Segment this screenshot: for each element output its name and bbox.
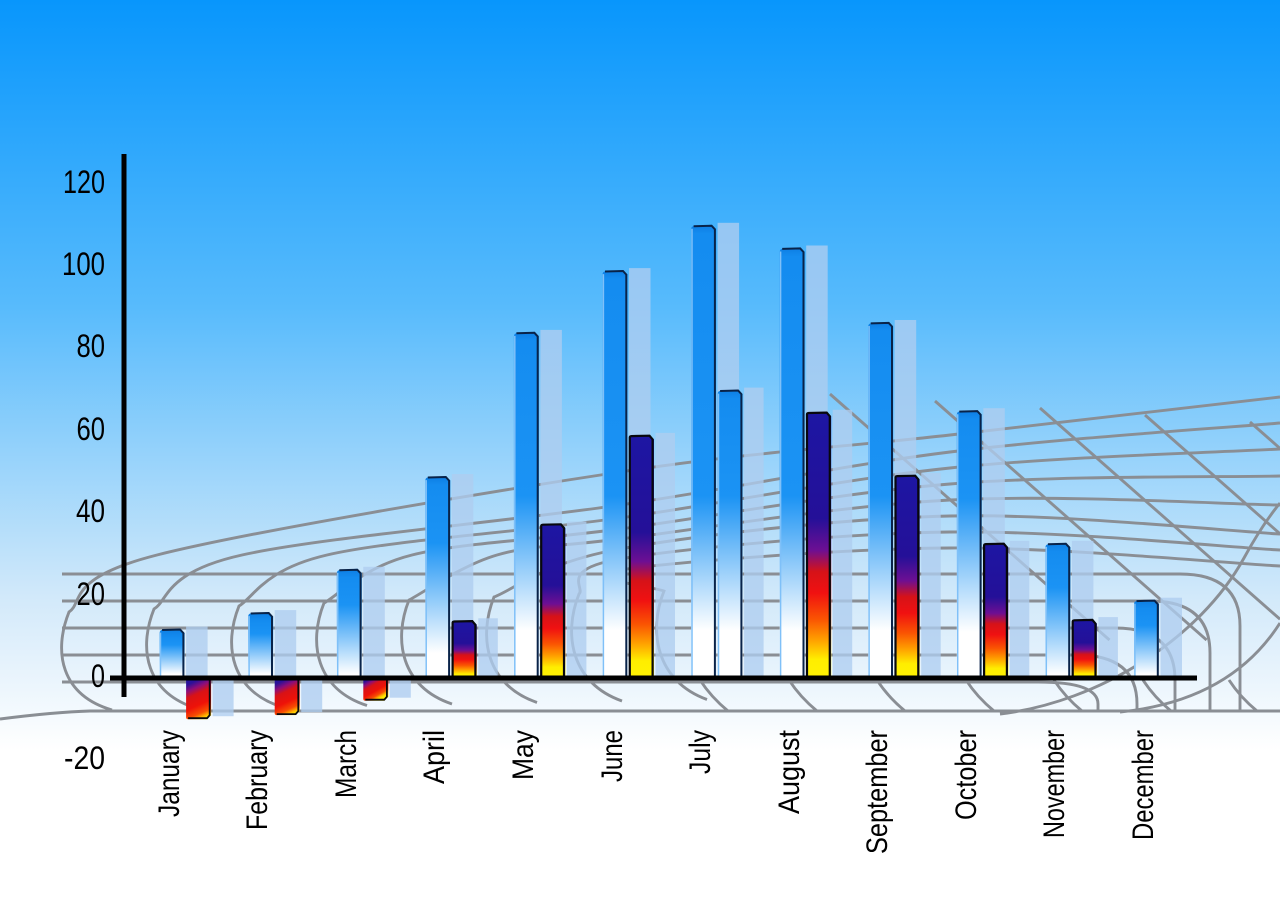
svg-text:-20: -20 [64, 740, 105, 776]
svg-text:June: June [596, 730, 629, 782]
svg-text:January: January [153, 730, 186, 817]
svg-text:40: 40 [76, 493, 105, 529]
svg-text:20: 20 [77, 576, 106, 612]
svg-text:60: 60 [77, 411, 106, 447]
svg-text:February: February [241, 730, 274, 830]
svg-text:December: December [1127, 730, 1160, 840]
svg-text:80: 80 [77, 328, 106, 364]
svg-text:March: March [330, 730, 363, 798]
svg-text:September: September [861, 730, 894, 854]
svg-text:120: 120 [63, 164, 105, 200]
svg-text:July: July [684, 730, 717, 774]
svg-text:April: April [418, 730, 451, 784]
svg-text:October: October [950, 730, 983, 820]
svg-text:November: November [1038, 730, 1071, 838]
svg-text:100: 100 [62, 246, 105, 282]
svg-text:May: May [507, 730, 540, 780]
svg-text:0: 0 [91, 658, 105, 694]
svg-text:August: August [773, 730, 806, 814]
